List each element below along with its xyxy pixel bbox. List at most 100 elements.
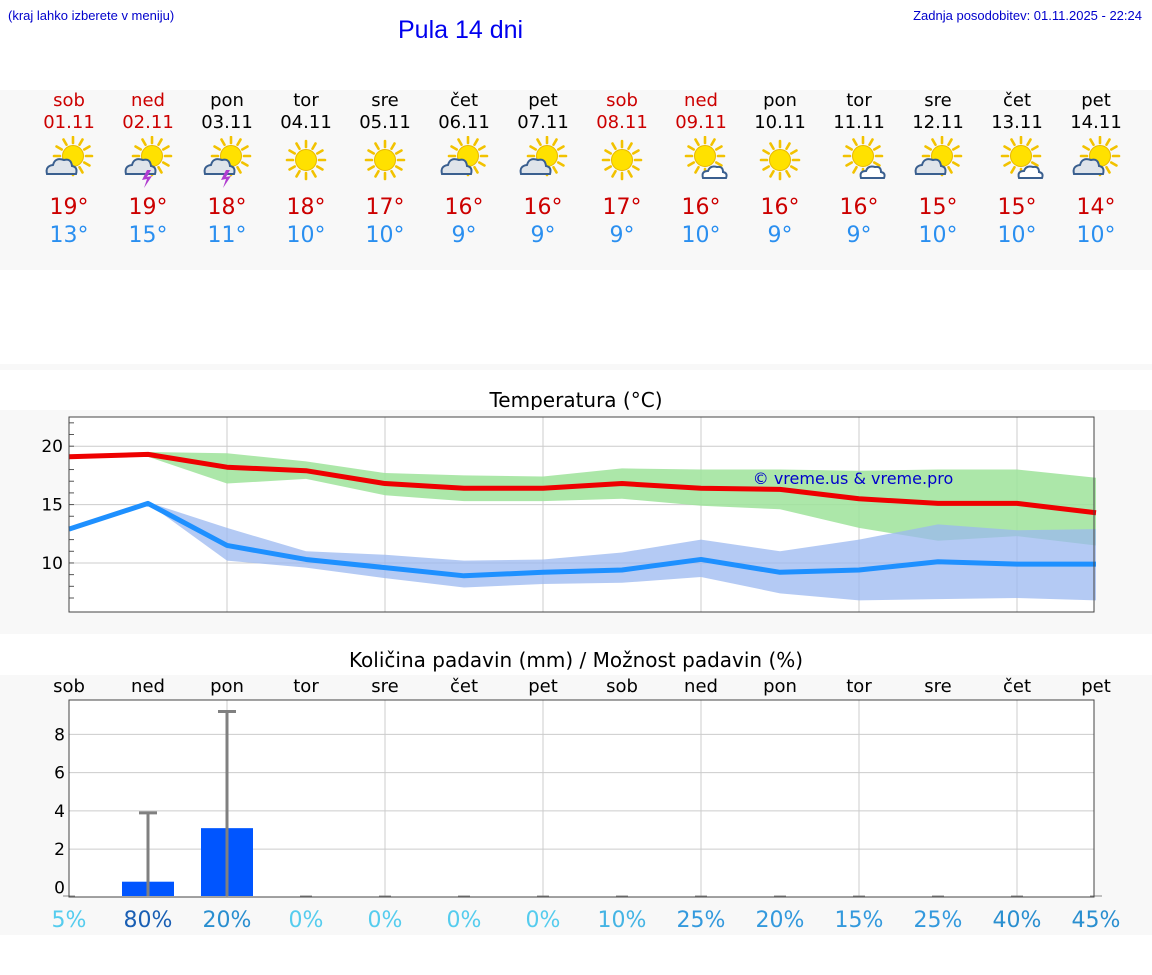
sun-ray bbox=[785, 169, 791, 178]
sun-ray bbox=[762, 149, 771, 155]
precipitation-probability: 80% bbox=[124, 908, 173, 933]
watermark: © vreme.us & vreme.pro bbox=[753, 469, 954, 488]
sun-cloud-icon bbox=[1072, 136, 1121, 177]
sun-icon bbox=[759, 139, 801, 181]
sun-disc bbox=[694, 145, 716, 167]
sun-ray bbox=[951, 145, 960, 151]
sun-ray bbox=[631, 165, 640, 171]
sun-ray bbox=[710, 138, 716, 147]
sun-cloud-icon bbox=[914, 136, 963, 177]
sun-ray bbox=[288, 149, 297, 155]
sun-ray bbox=[529, 145, 538, 151]
x-day-label: tor bbox=[846, 676, 872, 697]
sun-ray bbox=[1010, 138, 1016, 147]
y-tick-label: 15 bbox=[41, 496, 63, 516]
x-day-label: tor bbox=[293, 676, 319, 697]
sun-ray bbox=[62, 138, 68, 147]
day-name: ned bbox=[684, 90, 718, 111]
max-temperature: 16° bbox=[839, 195, 879, 220]
x-day-label: pet bbox=[528, 676, 558, 697]
sun-ray bbox=[473, 138, 479, 147]
y-tick-label: 4 bbox=[54, 802, 65, 822]
min-temperature: 9° bbox=[767, 223, 793, 248]
min-temperature-line bbox=[68, 500, 1096, 579]
day-name: sob bbox=[53, 90, 85, 111]
y-tick-label: 20 bbox=[41, 437, 63, 457]
sun-ray bbox=[157, 165, 163, 174]
precipitation-probability: 20% bbox=[203, 908, 252, 933]
lightning-bolt bbox=[142, 170, 152, 188]
divider bbox=[0, 364, 1152, 370]
precipitation-probability: 0% bbox=[368, 908, 403, 933]
sun-ray bbox=[1089, 138, 1095, 147]
forecast-day: ned 09.11 16° 10° bbox=[662, 88, 741, 250]
sun-ray bbox=[627, 142, 633, 151]
max-temperature: 19° bbox=[49, 195, 89, 220]
sun-ray bbox=[1105, 138, 1111, 147]
min-temperature: 11° bbox=[207, 223, 247, 248]
sun-ray bbox=[450, 145, 459, 151]
forecast-day: sre 05.11 17° 10° bbox=[346, 88, 425, 250]
sun-ray bbox=[367, 149, 376, 155]
sun-icon bbox=[364, 139, 406, 181]
day-date: 04.11 bbox=[280, 112, 332, 133]
x-day-label: pet bbox=[1081, 676, 1111, 697]
max-temperature: 18° bbox=[207, 195, 247, 220]
cloud-shape bbox=[519, 158, 552, 175]
min-temperature: 10° bbox=[286, 223, 326, 248]
sun-ray bbox=[1026, 138, 1032, 147]
sun-ray bbox=[134, 145, 143, 151]
sun-ray bbox=[141, 138, 147, 147]
precipitation-probability: 45% bbox=[1072, 908, 1121, 933]
sun-ray bbox=[1082, 145, 1091, 151]
cloud-shape bbox=[1017, 165, 1044, 179]
sun-ray bbox=[694, 138, 700, 147]
forecast-band bbox=[0, 90, 1152, 270]
sun-ray bbox=[687, 161, 696, 167]
sun-ray bbox=[295, 169, 301, 178]
x-day-label: čet bbox=[1003, 676, 1031, 697]
sun-ray bbox=[789, 149, 798, 155]
forecast-day: čet 06.11 16° 9° bbox=[425, 88, 504, 250]
precipitation-probability: 0% bbox=[526, 908, 561, 933]
precipitation-probability: 25% bbox=[914, 908, 963, 933]
max-temperature: 17° bbox=[365, 195, 405, 220]
x-day-label: sre bbox=[371, 676, 398, 697]
precipitation-probability: 15% bbox=[835, 908, 884, 933]
sun-ray bbox=[868, 138, 874, 147]
sun-ray bbox=[315, 149, 324, 155]
sun-ray bbox=[213, 145, 222, 151]
sun-ray bbox=[552, 165, 558, 174]
location-hint: (kraj lahko izberete v meniju) bbox=[8, 8, 175, 23]
sun-ray bbox=[157, 138, 163, 147]
sun-ray bbox=[1105, 165, 1111, 174]
min-range-band bbox=[69, 502, 1096, 601]
sun-ray bbox=[872, 161, 881, 167]
forecast-day: tor 11.11 16° 9° bbox=[820, 88, 899, 250]
plot-border bbox=[68, 699, 1095, 898]
precipitation-probability: 10% bbox=[598, 908, 647, 933]
forecast-day: tor 04.11 18° 10° bbox=[267, 88, 346, 250]
sun-icon bbox=[601, 139, 643, 181]
sun-rays bbox=[210, 136, 252, 177]
max-temperature: 16° bbox=[681, 195, 721, 220]
sun-ray bbox=[947, 138, 953, 147]
lightning-bolt bbox=[221, 170, 231, 188]
sun-ray bbox=[374, 142, 380, 151]
y-tick-label: 6 bbox=[54, 764, 65, 784]
max-temperature: 16° bbox=[760, 195, 800, 220]
day-name: sre bbox=[924, 90, 952, 111]
sun-ray bbox=[872, 145, 881, 151]
sun-ray bbox=[311, 142, 317, 151]
sun-ray bbox=[220, 138, 226, 147]
sun-rays bbox=[52, 136, 94, 177]
sun-ray bbox=[394, 149, 403, 155]
max-temperature: 15° bbox=[918, 195, 958, 220]
min-temperature: 9° bbox=[609, 223, 635, 248]
sun-rays bbox=[285, 139, 327, 181]
precipitation-chart-title: Količina padavin (mm) / Možnost padavin … bbox=[348, 648, 804, 672]
forecast-day: ned 02.11 19° 15° bbox=[109, 88, 188, 250]
sun-ray bbox=[947, 165, 953, 174]
day-date: 01.11 bbox=[43, 112, 95, 133]
sun-ray bbox=[687, 145, 696, 151]
